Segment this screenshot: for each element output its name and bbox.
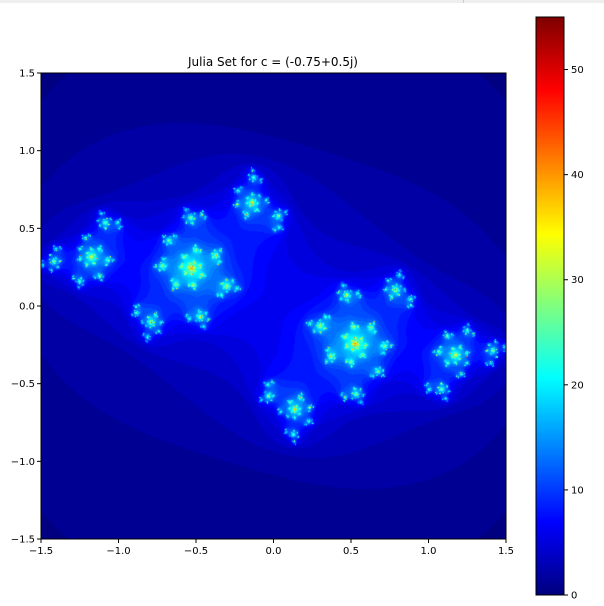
colorbar-container <box>536 17 564 595</box>
colorbar-tick-label: 40 <box>571 170 584 181</box>
x-tick-label: −0.5 <box>184 546 208 557</box>
x-tick-label: −1.5 <box>29 546 53 557</box>
plot-image-container <box>41 73 506 539</box>
colorbar-tick-label: 30 <box>571 275 584 286</box>
colorbar-tick-label: 20 <box>571 380 584 391</box>
y-axis: 1.5 1.0 0.5 0.0 −0.5 −1.0 −1.5 <box>11 69 41 546</box>
y-tick-label: 0.0 <box>19 302 35 313</box>
colorbar-tick-label: 50 <box>571 65 584 76</box>
colorbar-tick-label: 0 <box>571 591 577 602</box>
colorbar-tick-label: 10 <box>571 485 584 496</box>
x-tick-label: 1.5 <box>498 546 514 557</box>
julia-heatmap <box>41 73 506 539</box>
x-tick-label: 0.5 <box>343 546 359 557</box>
colorbar-gradient <box>536 17 564 595</box>
x-tick-label: 1.0 <box>421 546 437 557</box>
y-tick-label: 1.0 <box>19 146 35 157</box>
y-tick-label: −1.0 <box>11 457 35 468</box>
y-tick-label: 0.5 <box>19 224 35 235</box>
chart-title: Julia Set for c = (-0.75+0.5j) <box>187 55 358 69</box>
top-toolbar-strip <box>0 0 604 3</box>
toolbar-divider <box>463 0 464 3</box>
colorbar-frame <box>535 16 565 596</box>
y-tick-label: −0.5 <box>11 379 35 390</box>
colorbar-axis: 0 10 20 30 40 50 <box>564 65 584 602</box>
y-tick-label: −1.5 <box>11 535 35 546</box>
y-tick-label: 1.5 <box>19 69 35 80</box>
x-axis: −1.5 −1.0 −0.5 0.0 0.5 1.0 1.5 <box>29 539 514 557</box>
x-tick-label: −1.0 <box>106 546 130 557</box>
x-tick-label: 0.0 <box>266 546 282 557</box>
